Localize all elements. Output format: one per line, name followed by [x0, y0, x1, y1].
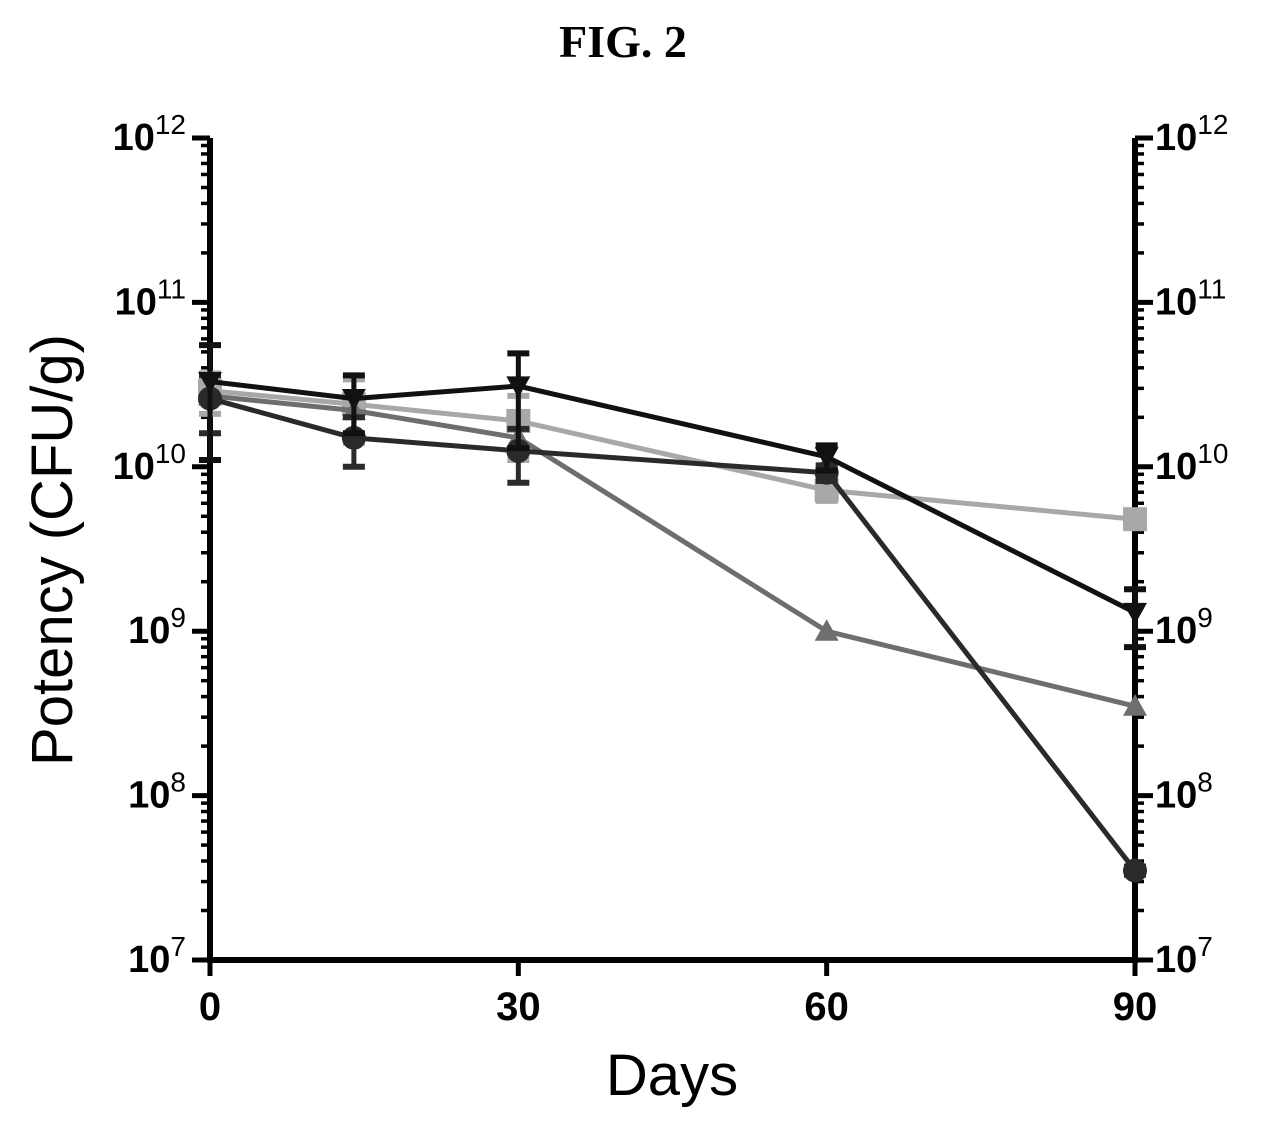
y-tick-label-right: 108 [1155, 767, 1213, 817]
x-tick-label: 30 [496, 985, 541, 1029]
data-point [1123, 602, 1147, 625]
data-point [814, 619, 839, 641]
x-axis-ticks: 0 30 60 90 [199, 960, 1157, 1029]
data-point [198, 371, 222, 394]
data-point [1123, 507, 1147, 532]
x-tick-label: 0 [199, 985, 221, 1029]
data-point [1123, 694, 1147, 716]
left-y-axis-ticks: 107 108 109 1010 1011 1012 [113, 109, 210, 981]
y-tick-label-left: 1010 [113, 438, 186, 488]
y-tick-label-right: 1011 [1155, 273, 1226, 323]
y-tick-label-left: 1012 [113, 109, 186, 159]
y-tick-label-left: 1011 [115, 273, 186, 323]
data-point [506, 376, 531, 399]
series-layer [198, 342, 1147, 883]
y-tick-label-left: 109 [128, 602, 186, 652]
x-tick-label: 60 [804, 985, 849, 1029]
y-tick-label-right: 1010 [1155, 438, 1228, 488]
y-tick-label-right: 1012 [1155, 109, 1228, 159]
y-tick-label-right: 107 [1155, 931, 1213, 981]
right-y-axis-ticks: 107 108 109 1010 1011 1012 [1135, 109, 1228, 981]
y-tick-label-left: 107 [128, 931, 186, 981]
data-point [341, 388, 366, 411]
series-circle [198, 372, 1147, 883]
x-axis-title: Days [606, 1043, 738, 1108]
series-triangle-down [198, 342, 1147, 651]
figure-label: FIG. 2 [559, 16, 687, 67]
y-tick-label-left: 108 [128, 767, 186, 817]
y-tick-label-right: 109 [1155, 602, 1213, 652]
data-point [1123, 858, 1147, 883]
x-tick-label: 90 [1113, 985, 1158, 1029]
data-point [814, 447, 839, 469]
y-axis-title: Potency (CFU/g) [20, 334, 85, 766]
